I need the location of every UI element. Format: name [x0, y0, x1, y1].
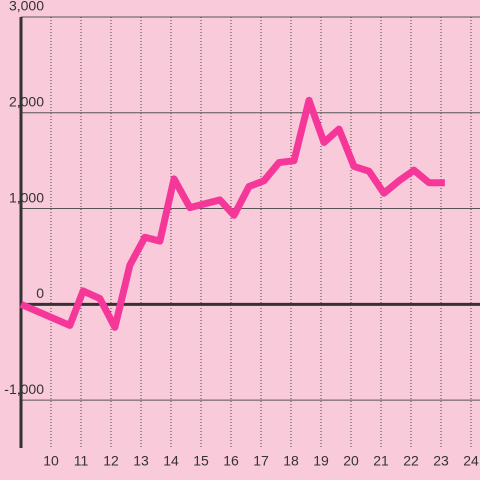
x-tick-label: 22: [403, 453, 419, 469]
x-tick-label: 18: [283, 453, 299, 469]
x-tick-label: 21: [373, 453, 389, 469]
y-tick-label: 1,000: [9, 189, 44, 205]
y-tick-label: 3,000: [9, 0, 44, 14]
x-tick-label: 14: [163, 453, 179, 469]
y-tick-label: -1,000: [4, 381, 44, 397]
x-tick-label: 11: [74, 453, 89, 469]
x-tick-label: 10: [43, 453, 59, 469]
x-tick-label: 12: [103, 453, 119, 469]
x-tick-label: 16: [223, 453, 239, 469]
line: [19, 96, 445, 331]
y-tick-label: 2,000: [9, 93, 44, 109]
x-tick-label: 23: [433, 453, 449, 469]
x-tick-label: 20: [343, 453, 359, 469]
x-tick-label: 15: [193, 453, 209, 469]
x-tick-label: 17: [253, 453, 269, 469]
x-tick-label: 19: [313, 453, 329, 469]
x-tick-label: 13: [133, 453, 149, 469]
y-tick-label: 0: [36, 285, 44, 301]
x-tick-label: 24: [463, 453, 479, 469]
